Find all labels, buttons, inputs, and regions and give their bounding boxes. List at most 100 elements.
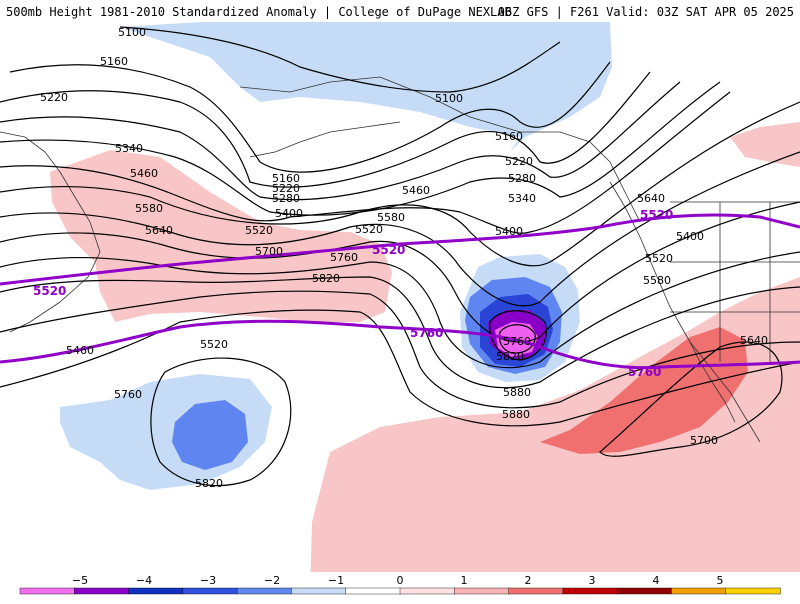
contour-label: 5400 <box>495 225 523 238</box>
state-borders <box>670 201 800 362</box>
contour-label: 5100 <box>118 26 146 39</box>
contour-label: 5580 <box>135 202 163 215</box>
contour-label: 5160 <box>100 55 128 68</box>
contour-label: 5400 <box>275 207 303 220</box>
anomaly-pos1-westpac <box>50 150 392 322</box>
colorbar-tick-label: −3 <box>200 574 216 587</box>
contour-label: 5820 <box>312 272 340 285</box>
colorbar-segment <box>616 587 673 595</box>
contour-label: 5220 <box>272 182 300 195</box>
contour-label: 5100 <box>435 92 463 105</box>
colorbar-segment <box>291 587 347 595</box>
contour-label: 5220 <box>505 155 533 168</box>
contour-label: 5520 <box>245 224 273 237</box>
contour-label: 5520 <box>355 223 383 236</box>
contour-label: 5400 <box>676 230 704 243</box>
contour-label: 5220 <box>40 91 68 104</box>
contour-label: 5760 <box>503 335 531 348</box>
contour-label: 5520 <box>200 338 228 351</box>
purple-contour-labels: 5520 5520 5520 5760 5760 <box>33 208 673 379</box>
contour-low-5460 <box>498 324 536 354</box>
colorbar-tick-label: 3 <box>589 574 596 587</box>
contour-5580 <box>0 201 800 343</box>
contour-5340 <box>0 81 721 216</box>
contour-label: 5340 <box>508 192 536 205</box>
contour-5460 <box>0 101 800 267</box>
colorbar-tick-label: 1 <box>461 574 468 587</box>
contour-label: 5460 <box>402 184 430 197</box>
contour-5820-closed <box>150 357 292 487</box>
contour-label: 5700 <box>255 245 283 258</box>
contour-label: 5160 <box>272 172 300 185</box>
contour-5700 <box>0 276 800 389</box>
map-panel: 5100 5160 5220 5100 5160 5220 5280 5340 … <box>0 22 800 592</box>
contour-label: 5580 <box>643 274 671 287</box>
contour-label: 5640 <box>637 192 665 205</box>
contour-label: 5460 <box>130 167 158 180</box>
colorbar-segment <box>182 587 238 595</box>
map-svg: 5100 5160 5220 5100 5160 5220 5280 5340 … <box>0 22 800 592</box>
colorbar-segment <box>19 587 75 595</box>
purple-label: 5520 <box>640 208 673 222</box>
coastline-baja <box>689 341 736 423</box>
positive-anomaly-fills <box>50 122 800 592</box>
anomaly-neg1-north <box>120 22 612 152</box>
anomaly-neg2-west <box>172 400 248 470</box>
purple-label: 5520 <box>372 243 405 257</box>
colorbar-segment <box>128 587 184 595</box>
colorbar-segment <box>399 587 455 595</box>
contour-label: 5760 <box>330 251 358 264</box>
coastline-asia <box>0 131 101 333</box>
contour-label: 5340 <box>115 142 143 155</box>
contour-low-5520 <box>489 310 547 361</box>
contour-label: 5280 <box>508 172 536 185</box>
contour-5520 <box>0 151 800 307</box>
contour-5100 <box>119 26 561 93</box>
contour-labels: 5100 5160 5220 5100 5160 5220 5280 5340 … <box>40 26 768 490</box>
colorbar-segment <box>562 587 618 595</box>
contour-5400 <box>0 91 731 234</box>
contour-label: 5820 <box>195 477 223 490</box>
contour-label: 5520 <box>645 252 673 265</box>
contour-label: 5820 <box>496 350 524 363</box>
purple-label: 5760 <box>628 365 661 379</box>
purple-label: 5760 <box>410 326 443 340</box>
contour-5160 <box>9 61 611 173</box>
colorbar-segment <box>508 587 564 595</box>
map-title: 500mb Height 1981-2010 Standardized Anom… <box>6 5 512 19</box>
colorbar-segment <box>74 587 130 595</box>
anomaly-pos2-baja <box>540 327 748 454</box>
colorbar-svg: −5 −4 −3 −2 −1 0 1 2 3 4 5 <box>19 574 781 595</box>
colorbar-segment <box>725 587 781 595</box>
contour-label: 5460 <box>66 344 94 357</box>
purple-contours <box>0 213 800 370</box>
contour-label: 5640 <box>145 224 173 237</box>
colorbar-segment <box>236 587 293 595</box>
colorbar-ticks: −5 −4 −3 −2 −1 0 1 2 3 4 5 <box>72 574 724 587</box>
colorbar-tick-label: −5 <box>72 574 88 587</box>
contour-5640 <box>0 251 800 369</box>
contour-label: 5760 <box>114 388 142 401</box>
contour-label: 5640 <box>740 334 768 347</box>
colorbar-segments <box>19 587 781 595</box>
coastline-aleutians <box>249 121 401 158</box>
height-contours <box>0 26 800 487</box>
colorbar-segment <box>671 587 727 595</box>
contour-label: 5160 <box>495 130 523 143</box>
colorbar-segment <box>345 587 401 595</box>
colorbar-tick-label: −4 <box>136 574 152 587</box>
contour-5880 <box>599 341 783 457</box>
anomaly-pos1-canada <box>730 122 800 167</box>
contour-5220 <box>0 71 651 188</box>
contour-5280 <box>0 81 681 201</box>
colorbar-tick-label: −1 <box>328 574 344 587</box>
coastline-alaska <box>239 76 641 223</box>
contour-label: 5880 <box>503 386 531 399</box>
colorbar-tick-label: 2 <box>525 574 532 587</box>
contour-label: 5580 <box>377 211 405 224</box>
purple-label: 5520 <box>33 284 66 298</box>
colorbar-segment <box>454 587 510 595</box>
anomaly-colorbar: −5 −4 −3 −2 −1 0 1 2 3 4 5 <box>0 572 800 600</box>
model-run-info: 06Z GFS | F261 Valid: 03Z SAT APR 05 202… <box>497 5 794 19</box>
contour-5760 <box>0 290 800 409</box>
